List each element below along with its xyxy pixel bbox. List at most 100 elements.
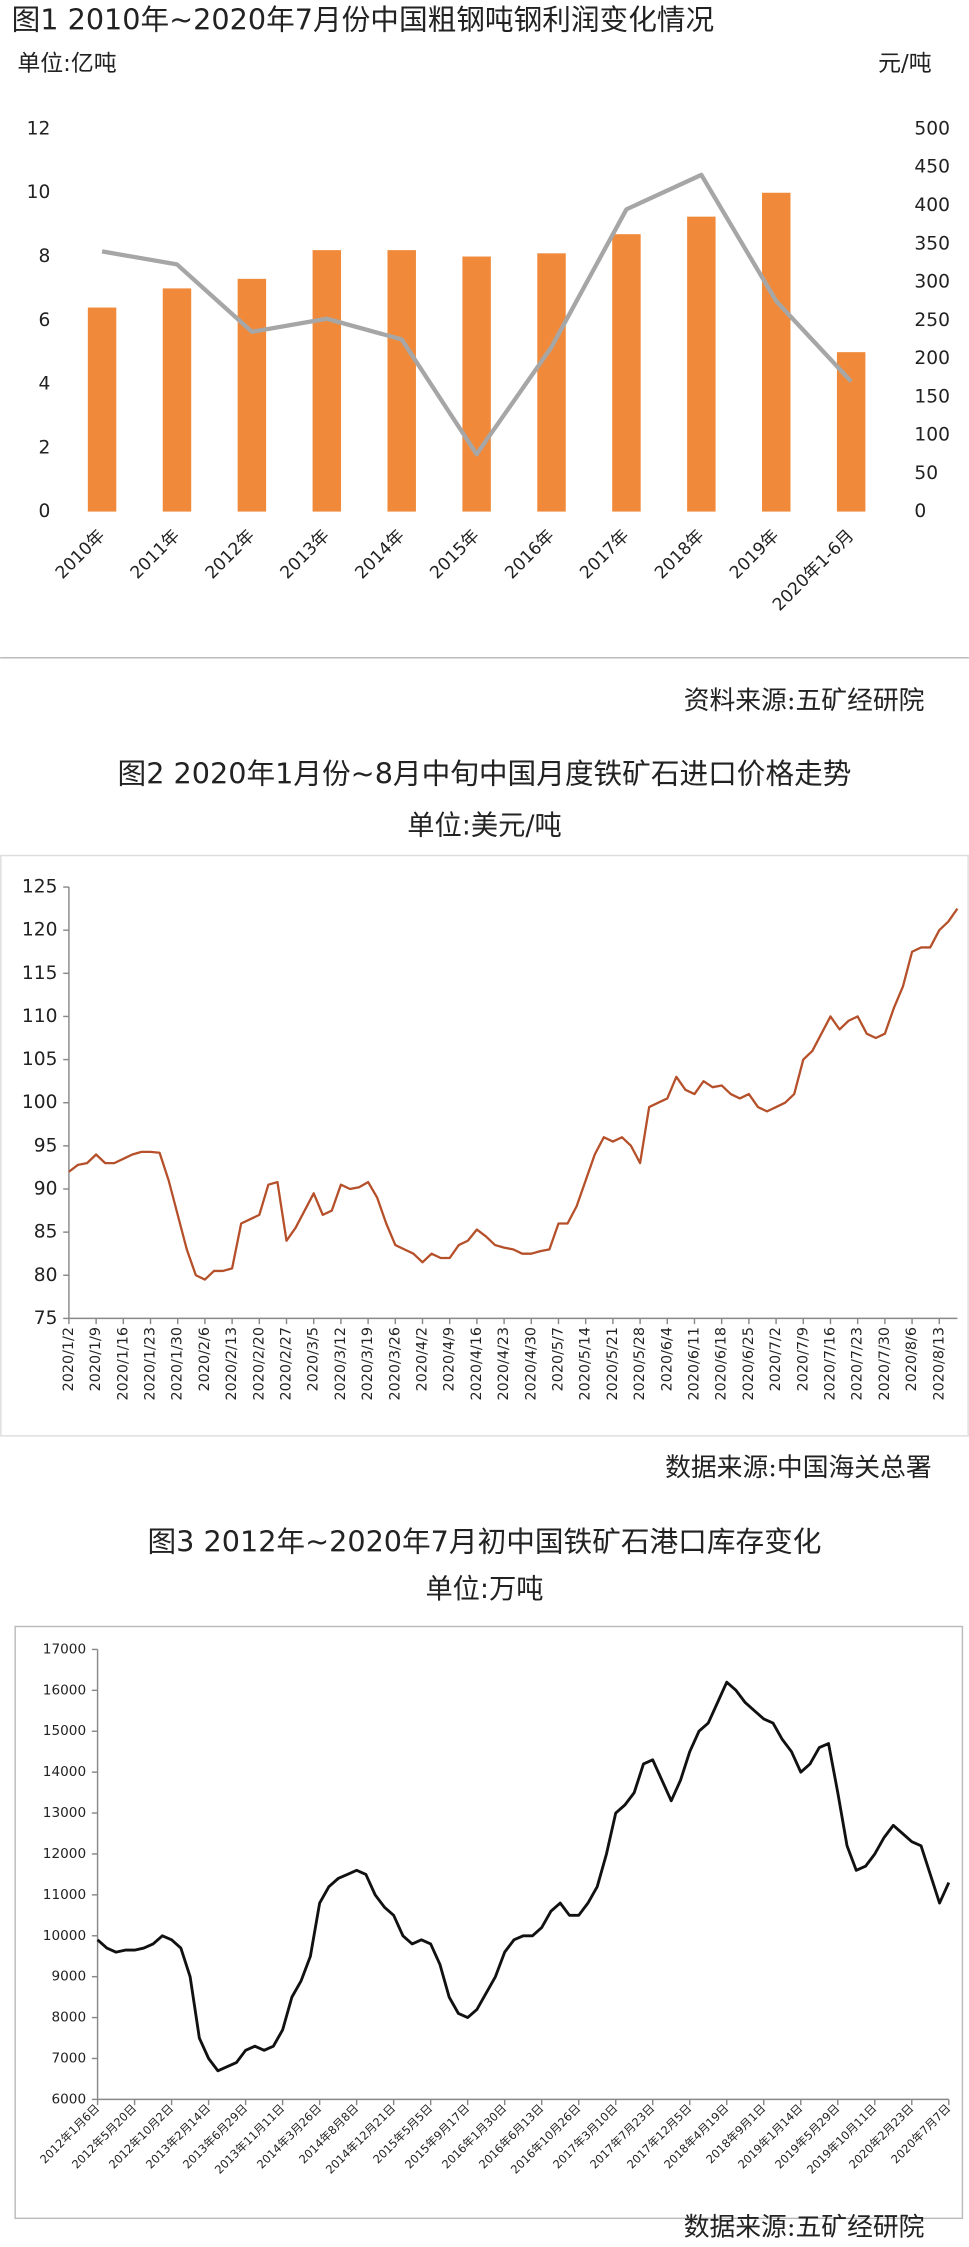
x-tick-label: 2019年 <box>726 526 783 583</box>
x-tick-label: 2020/4/9 <box>442 1327 458 1391</box>
y2-tick-label: 350 <box>914 233 950 254</box>
x-tick-label: 2020/6/18 <box>714 1327 730 1400</box>
x-tick-label: 2020/4/30 <box>523 1327 539 1400</box>
y2-tick-label: 300 <box>914 272 950 293</box>
y2-tick-label: 500 <box>914 118 950 139</box>
y-tick-label: 120 <box>22 920 58 941</box>
y-tick-label: 110 <box>22 1006 58 1027</box>
chart-title: 图3 2012年~2020年7月初中国铁矿石港口库存变化 <box>148 1524 822 1558</box>
line <box>68 907 959 1281</box>
x-tick-label: 2015年9月17日 <box>402 2101 472 2171</box>
bar <box>687 216 716 512</box>
x-tick-label: 2020/8/13 <box>931 1327 947 1400</box>
line <box>96 1680 951 2073</box>
x-tick-label: 2020/6/4 <box>659 1327 675 1391</box>
x-tick-label: 2020/5/21 <box>605 1327 621 1400</box>
y-tick-label: 0 <box>38 501 50 522</box>
x-tick-label: 2020/3/12 <box>333 1327 349 1400</box>
bar <box>387 250 416 512</box>
x-tick-label: 2019年5月29日 <box>772 2101 842 2171</box>
frame <box>0 854 969 1437</box>
x-tick-label: 2020/5/14 <box>578 1327 594 1400</box>
x-tick-label: 2020/5/7 <box>550 1327 566 1391</box>
x-tick-label: 2020/7/2 <box>768 1327 784 1391</box>
y-tick-label: 95 <box>34 1135 58 1156</box>
y-tick-label: 14000 <box>43 1764 86 1780</box>
x-tick-label: 2012年5月20日 <box>69 2101 139 2171</box>
x-tick-label: 2020/3/19 <box>360 1327 376 1400</box>
x-tick-label: 2018年 <box>651 526 708 583</box>
x-tick-label: 2015年 <box>426 526 483 583</box>
chart-title: 图2 2020年1月份~8月中旬中国月度铁矿石进口价格走势 <box>118 756 852 790</box>
y2-tick-label: 150 <box>914 386 950 407</box>
y-tick-label: 8000 <box>51 2010 86 2026</box>
y2-tick-label: 450 <box>914 157 950 178</box>
x-tick-label: 2016年6月13日 <box>476 2101 546 2171</box>
source: 数据来源:中国海关总署 <box>665 1453 931 1483</box>
x-tick-label: 2012年10月2日 <box>106 2101 176 2171</box>
x-tick-label: 2020/4/23 <box>496 1327 512 1400</box>
x-tick-label: 2019年1月14日 <box>735 2101 805 2171</box>
bar <box>87 307 117 512</box>
y2-axis-label: 元/吨 <box>878 51 932 77</box>
y2-tick-label: 400 <box>914 195 950 216</box>
x-tick-label: 2013年2月14日 <box>143 2101 213 2171</box>
y-tick-label: 6000 <box>51 2091 86 2107</box>
x-tick-label: 2017年7月23日 <box>587 2101 657 2171</box>
x-tick-label: 2016年 <box>501 526 558 583</box>
x-tick-label: 2020/6/25 <box>741 1327 757 1400</box>
x-tick-label: 2014年 <box>352 526 409 583</box>
y-tick-label: 17000 <box>43 1641 86 1657</box>
x-tick-label: 2020/7/30 <box>877 1327 893 1400</box>
bar <box>537 253 566 512</box>
x-tick-label: 2010年 <box>52 526 109 583</box>
x-tick-label: 2020/4/16 <box>469 1327 485 1400</box>
bar <box>462 256 491 512</box>
x-tick-label: 2017年12月5日 <box>624 2101 694 2171</box>
y-tick-label: 11000 <box>43 1887 86 1903</box>
x-tick-label: 2020/8/6 <box>904 1327 920 1391</box>
x-tick-label: 2020/1/2 <box>61 1327 77 1391</box>
x-tick-label: 2020/2/6 <box>197 1327 213 1391</box>
x-tick-label: 2018年4月19日 <box>661 2101 731 2171</box>
y2-tick-label: 250 <box>914 310 950 331</box>
y2-tick-label: 100 <box>914 425 950 446</box>
y-tick-label: 105 <box>22 1049 58 1070</box>
x-tick-label: 2020/5/28 <box>632 1327 648 1400</box>
y-tick-label: 10000 <box>43 1928 86 1944</box>
x-tick-label: 2020/7/23 <box>850 1327 866 1400</box>
bar <box>237 278 267 512</box>
x-tick-label: 2020/1/9 <box>88 1327 104 1391</box>
y-tick-label: 85 <box>34 1222 58 1243</box>
y-tick-label: 100 <box>22 1092 58 1113</box>
y-tick-label: 7000 <box>51 2050 86 2066</box>
y-tick-label: 75 <box>34 1308 58 1329</box>
y-tick-label: 15000 <box>43 1723 86 1739</box>
y-tick-label: 12 <box>27 118 51 139</box>
x-tick-label: 2013年 <box>277 526 334 583</box>
x-tick-label: 2014年3月26日 <box>254 2101 324 2171</box>
x-tick-label: 2020年2月23日 <box>846 2101 916 2171</box>
y2-tick-label: 50 <box>914 463 938 484</box>
bar <box>836 352 866 512</box>
subtitle: 单位:美元/吨 <box>407 810 561 841</box>
y-tick-label: 16000 <box>43 1682 86 1698</box>
x-tick-label: 2020/7/9 <box>795 1327 811 1391</box>
x-tick-label: 2020/2/13 <box>224 1327 240 1400</box>
subtitle: 单位:万吨 <box>425 1574 543 1605</box>
bar <box>762 192 791 512</box>
y2-tick-label: 0 <box>914 501 926 522</box>
y-tick-label: 8 <box>38 246 50 267</box>
y-tick-label: 4 <box>38 374 50 395</box>
x-tick-label: 2020/1/16 <box>115 1327 131 1400</box>
y-tick-label: 10 <box>27 182 51 203</box>
line <box>101 172 853 457</box>
y-tick-label: 125 <box>22 877 58 898</box>
chart-title: 图1 2010年~2020年7月份中国粗钢吨钢利润变化情况 <box>12 2 715 36</box>
x-tick-label: 2012年 <box>202 526 259 583</box>
x-tick-label: 2020/1/23 <box>143 1327 159 1400</box>
y-tick-label: 90 <box>34 1178 58 1199</box>
source: 资料来源:五矿经研院 <box>684 686 925 716</box>
x-tick-label: 2020/6/11 <box>686 1327 702 1400</box>
